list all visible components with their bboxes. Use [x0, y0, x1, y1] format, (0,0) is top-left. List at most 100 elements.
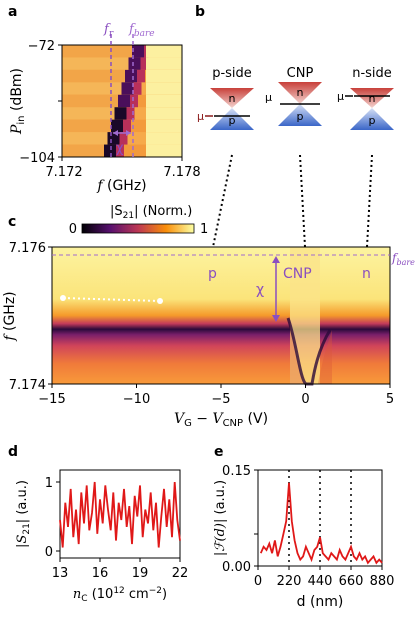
panel-a-row-right — [146, 82, 182, 96]
guide-end-dot — [157, 298, 163, 304]
label-p-side: p-side — [212, 66, 252, 81]
panel-a-row-left — [62, 82, 122, 96]
svg-text:μ: μ — [197, 110, 204, 123]
panel-a-dip-edge — [126, 107, 135, 121]
fr-label: fr — [103, 22, 114, 39]
panel-e-ylabel: |ℱ(d)| (a.u.) — [213, 480, 228, 556]
panel-a-dip — [121, 82, 134, 96]
panel-a-row-right — [146, 45, 182, 58]
panel-a-dip-edge — [119, 132, 128, 146]
cone-n-side: n p μ — [337, 88, 394, 130]
panel-a-row-right — [146, 94, 182, 108]
panel-a-row-right — [146, 132, 182, 146]
region-cnp-label: CNP — [283, 266, 312, 282]
panel-a-dip-edge — [116, 144, 124, 158]
region-n-label: n — [362, 266, 371, 282]
fbare-label-c: fbare — [391, 251, 415, 267]
chi-arrow-a-right — [126, 130, 131, 136]
panel-a-xlabel: f (GHz) — [96, 178, 146, 194]
panel-a-ytick-2: −104 — [19, 151, 55, 166]
svg-text:μ: μ — [337, 90, 344, 103]
panel-e-xtick: 220 — [277, 574, 302, 589]
panel-e-xlabel: d (nm) — [297, 594, 344, 610]
panel-d-frame — [59, 469, 181, 559]
panel-d: 1 0 13 16 19 22 |S21| (a.u.) nC (1012 cm−2) — [15, 469, 189, 604]
panel-c-ylabel: f (GHz) — [2, 291, 18, 341]
panel-c-xtick: −5 — [211, 392, 230, 407]
panel-e-xticks: 0 220 440 660 880 — [254, 566, 394, 589]
panel-a-dip-edge — [123, 119, 131, 133]
panel-a-dip-edge — [133, 82, 142, 96]
panel-a-dip — [118, 94, 130, 108]
panel-a-dip — [132, 45, 144, 58]
panel-a-ylabel: Pin (dBm) — [9, 68, 27, 135]
svg-text:μ: μ — [265, 91, 272, 104]
colorbar-max: 1 — [200, 222, 208, 237]
connector-n — [366, 154, 373, 248]
panel-a-row-right — [146, 144, 182, 158]
label-cnp-b: CNP — [287, 66, 314, 81]
panel-a-row-left — [62, 119, 111, 133]
cnp-shadow — [290, 320, 332, 384]
panel-a-dip — [128, 57, 141, 71]
panel-c-heatmap — [52, 247, 390, 384]
panel-e-xtick: 0 — [254, 574, 262, 589]
panel-c-xtick: 0 — [301, 392, 309, 407]
connector-cnp — [299, 154, 306, 248]
region-p-label: p — [208, 266, 217, 282]
colorbar-label: |S21| (Norm.) — [110, 204, 192, 221]
svg-text:n: n — [229, 92, 236, 105]
colorbar — [81, 223, 195, 234]
panel-e-xtick: 660 — [339, 574, 364, 589]
panel-d-xtick: 22 — [172, 566, 189, 581]
panel-label-c: c — [8, 214, 16, 230]
panel-label-d: d — [8, 444, 18, 460]
panel-b: p-side CNP n-side n p μ n p μ n p — [197, 66, 394, 248]
chi-arrow-c-bot — [272, 315, 280, 322]
fbare-label: fbare — [128, 22, 155, 39]
panel-a-row-right — [146, 107, 182, 121]
connector-p — [212, 154, 233, 248]
panel-a-dip — [111, 119, 123, 133]
panel-a-row-left — [62, 94, 118, 108]
panel-c: |S21| (Norm.) 0 1 fbare χ p CNP n 7.176 … — [2, 204, 415, 429]
panel-a-dip-edge — [137, 69, 145, 83]
panel-a-ytick-0: −72 — [28, 39, 55, 54]
cone-cnp: n p μ — [265, 82, 322, 126]
panel-label-b: b — [195, 4, 205, 20]
panel-d-xtick: 16 — [92, 566, 109, 581]
panel-d-ytick-0: 1 — [45, 476, 53, 491]
chi-label-c: χ — [256, 282, 264, 298]
panel-a-row-right — [146, 69, 182, 83]
panel-c-xticks: −15 −10 −5 0 5 — [38, 384, 394, 407]
panel-a-dip-edge — [140, 57, 149, 71]
panel-e: 0.15 0.00 0 220 440 660 880 |ℱ(d)| (a.u.) d … — [213, 464, 394, 610]
cone-p-side: n p μ — [197, 88, 254, 130]
guide-start-dot — [60, 295, 66, 301]
panel-a-xtick-1: 7.178 — [163, 165, 200, 180]
panel-a-row-left — [62, 107, 115, 121]
panel-a-dip-edge — [130, 94, 138, 108]
svg-text:p: p — [297, 110, 304, 123]
panel-e-xtick: 440 — [308, 574, 333, 589]
panel-e-ytick-2: 0.00 — [222, 560, 251, 575]
panel-d-ytick-1: 0 — [45, 545, 53, 560]
panel-d-ylabel: |S21| (a.u.) — [15, 480, 32, 548]
panel-a-row-left — [62, 69, 125, 83]
panel-d-xtick: 13 — [52, 566, 69, 581]
panel-d-series — [59, 481, 181, 548]
panel-a-heatmap-rows — [62, 45, 182, 158]
panel-e-ytick-0: 0.15 — [222, 464, 251, 479]
panel-c-xtick: 5 — [386, 392, 394, 407]
panel-a-row-left — [62, 144, 104, 158]
chi-label-a: χ — [116, 141, 124, 156]
panel-a-row-left — [62, 132, 108, 146]
svg-text:n: n — [369, 92, 376, 105]
panel-c-ytick-1: 7.174 — [9, 378, 46, 393]
panel-a-row-left — [62, 45, 132, 58]
panel-c-ytick-0: 7.176 — [9, 241, 46, 256]
panel-c-xtick: −10 — [123, 392, 150, 407]
panel-c-xtick: −15 — [38, 392, 65, 407]
panel-a-row-left — [62, 57, 129, 71]
